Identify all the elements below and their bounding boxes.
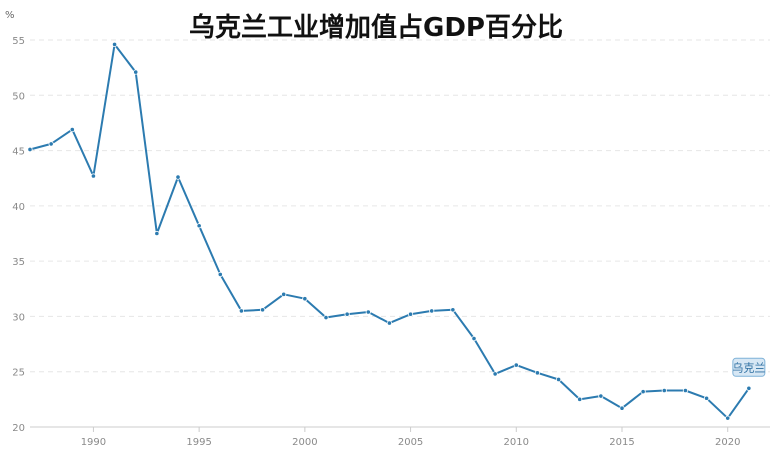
- data-point: [471, 335, 477, 342]
- data-point: [259, 307, 266, 313]
- data-point: [238, 308, 245, 314]
- y-tick-label: 45: [12, 147, 25, 158]
- data-point: [69, 126, 75, 133]
- y-tick-label: 30: [12, 312, 25, 323]
- series-end-label-box: [732, 357, 766, 377]
- data-point: [661, 387, 667, 394]
- data-point: [302, 296, 308, 302]
- data-point: [640, 389, 646, 395]
- chart-title: 乌克兰工业增加值占GDP百分比: [189, 12, 563, 43]
- x-tick-label: 2020: [715, 437, 740, 448]
- y-tick-label: 55: [12, 36, 25, 47]
- x-tick-label: 2010: [504, 437, 529, 448]
- data-point: [386, 320, 393, 326]
- x-axis-tick-labels: 1990 1995 2000 2005 2010 2015 2020: [81, 427, 740, 448]
- x-tick-label: 1995: [186, 437, 211, 448]
- data-point: [281, 291, 287, 297]
- data-point: [27, 146, 33, 153]
- x-tick-label: 1990: [81, 437, 106, 448]
- y-axis-unit-label: %: [5, 10, 15, 21]
- data-point: [407, 311, 414, 317]
- data-point: [365, 309, 371, 315]
- x-tick-label: 2000: [292, 437, 317, 448]
- data-point: [133, 69, 139, 75]
- data-point: [48, 141, 54, 147]
- x-tick-label: 2015: [609, 437, 634, 448]
- data-point: [154, 230, 160, 237]
- data-point: [450, 307, 456, 313]
- series-line-ukraine: [29, 43, 750, 420]
- data-point: [196, 223, 202, 229]
- data-point: [725, 415, 731, 421]
- data-point: [555, 376, 562, 383]
- data-point: [429, 308, 435, 314]
- data-point: [111, 41, 118, 48]
- x-tick-label: 2005: [398, 437, 423, 448]
- series-end-label-text: 乌克兰: [732, 360, 765, 374]
- data-points: [27, 41, 752, 421]
- data-point: [90, 173, 97, 179]
- data-point: [577, 396, 583, 402]
- data-point: [217, 271, 223, 278]
- data-point: [703, 395, 710, 401]
- y-tick-label: 40: [12, 202, 25, 213]
- data-point: [492, 371, 498, 377]
- data-point: [513, 362, 519, 368]
- data-point: [534, 370, 541, 376]
- data-point: [598, 393, 604, 399]
- data-point: [746, 385, 752, 391]
- data-point: [682, 387, 689, 394]
- data-point: [323, 314, 329, 321]
- grid-lines: [30, 39, 770, 373]
- series-end-label: 乌克兰: [732, 357, 766, 377]
- y-axis-tick-labels: 20 25 30 35 40 45 50 55: [12, 36, 25, 434]
- data-point: [619, 405, 625, 411]
- y-tick-label: 35: [12, 257, 25, 268]
- y-tick-label: 25: [12, 368, 25, 379]
- y-tick-label: 20: [12, 423, 25, 434]
- y-tick-label: 50: [12, 91, 25, 102]
- data-point: [175, 174, 181, 180]
- data-point: [344, 311, 350, 317]
